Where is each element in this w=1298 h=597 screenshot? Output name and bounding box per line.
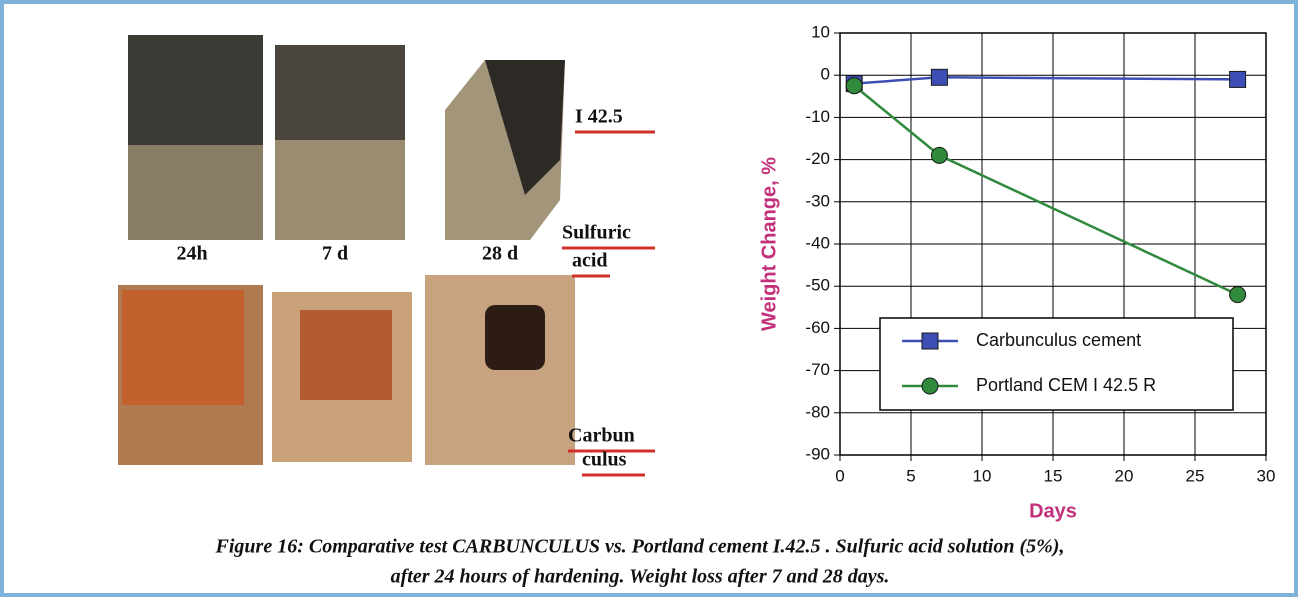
cube-hole — [485, 305, 545, 370]
caption: Figure 16: Comparative test CARBUNCULUS … — [215, 536, 1065, 558]
x-tick-label: 0 — [835, 466, 844, 485]
photo-label: culus — [582, 449, 627, 471]
x-tick-label: 5 — [906, 466, 915, 485]
legend-label: Carbunculus cement — [976, 330, 1141, 350]
y-tick-label: -20 — [805, 149, 830, 168]
y-tick-label: -50 — [805, 276, 830, 295]
photo-label: Carbun — [568, 425, 635, 447]
caption: after 24 hours of hardening. Weight loss… — [391, 566, 890, 588]
y-tick-label: -40 — [805, 233, 830, 252]
photo-label: 7 d — [322, 243, 348, 265]
point — [931, 69, 947, 85]
y-tick-label: -10 — [805, 107, 830, 126]
photo-label: I 42.5 — [575, 106, 623, 128]
y-tick-label: -90 — [805, 444, 830, 463]
x-tick-label: 10 — [973, 466, 992, 485]
cube-face — [122, 290, 244, 405]
y-tick-label: -80 — [805, 402, 830, 421]
x-tick-label: 15 — [1044, 466, 1063, 485]
point — [1230, 287, 1246, 303]
point — [1230, 71, 1246, 87]
y-tick-label: -70 — [805, 360, 830, 379]
cube-top — [128, 35, 263, 145]
legend-marker — [922, 333, 938, 349]
legend-label: Portland CEM I 42.5 R — [976, 375, 1156, 395]
photo-label: 24h — [176, 243, 207, 265]
figure: 24h 7 d 28 d I 42.5 Sulfuric acid Carbun… — [0, 0, 1298, 597]
y-tick-label: -60 — [805, 318, 830, 337]
photo-label: 28 d — [482, 243, 518, 265]
y-tick-label: -30 — [805, 191, 830, 210]
point — [846, 78, 862, 94]
x-tick-label: 20 — [1115, 466, 1134, 485]
y-tick-label: 0 — [821, 65, 830, 84]
cube-face — [300, 310, 392, 400]
x-tick-label: 25 — [1186, 466, 1205, 485]
y-tick-label: 10 — [811, 22, 830, 41]
y-axis-label: Weight Change, % — [758, 157, 780, 331]
x-tick-label: 30 — [1257, 466, 1276, 485]
x-axis-label: Days — [1029, 500, 1077, 522]
photo-label: acid — [572, 250, 608, 272]
cube-top — [275, 45, 405, 140]
point — [931, 147, 947, 163]
photo-label: Sulfuric — [562, 222, 631, 244]
legend-marker — [922, 378, 938, 394]
